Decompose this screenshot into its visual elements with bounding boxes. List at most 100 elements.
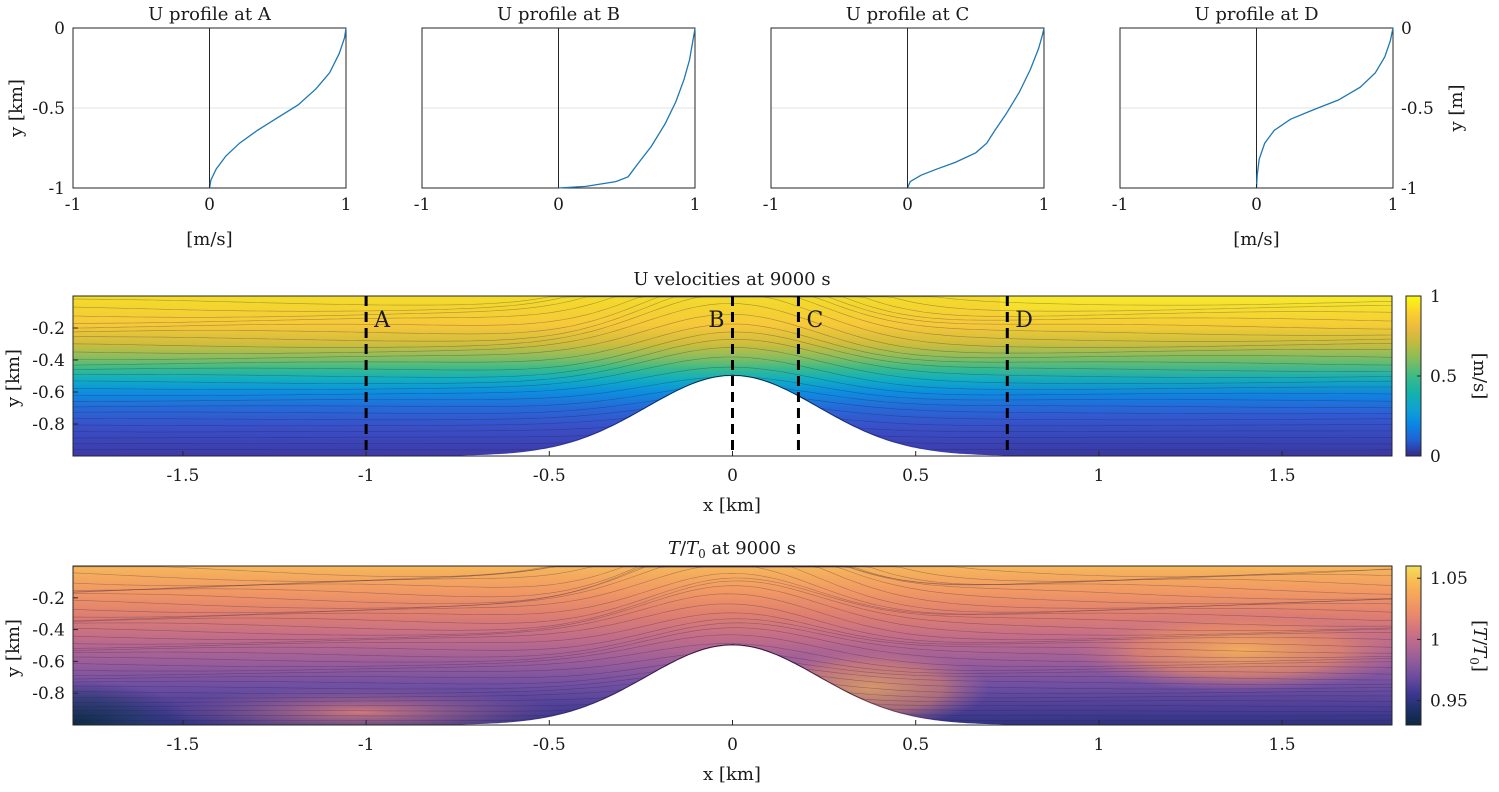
y-tick-label: -1 bbox=[48, 179, 65, 199]
contour-line bbox=[73, 644, 1392, 690]
y-tick-label: -0.2 bbox=[32, 589, 65, 609]
contour-line bbox=[73, 627, 1392, 663]
profile-xlabel: [m/s] bbox=[186, 229, 232, 250]
contour-line bbox=[73, 566, 1392, 618]
colorbar-tick-label: 0.95 bbox=[1430, 692, 1468, 712]
profile-xlabel: [m/s] bbox=[1233, 229, 1279, 250]
contour-line bbox=[73, 577, 1392, 627]
x-tick-label: -1.5 bbox=[167, 735, 200, 755]
contour-line bbox=[73, 338, 1392, 378]
contour-line bbox=[73, 612, 1392, 649]
contour-line bbox=[73, 643, 1392, 672]
colorbar-tick-label: 1 bbox=[1430, 287, 1441, 307]
y-tick-label: -0.8 bbox=[32, 684, 65, 704]
x-tick-label: 1 bbox=[341, 195, 352, 215]
contour-line bbox=[73, 644, 1392, 685]
contour-line bbox=[73, 644, 1392, 676]
section-marker-label: A bbox=[373, 308, 391, 333]
contour-line bbox=[73, 566, 1392, 591]
u-field-axes: -1.5 -1 -0.5 0 0.5 1 1.5 -0.2 -0.4 -0.6 -0.8 bbox=[32, 319, 1295, 486]
u-colorbar-label: [m/s] bbox=[1469, 353, 1490, 399]
profile-line bbox=[208, 27, 347, 189]
x-tick-label: 0.5 bbox=[902, 466, 929, 486]
x-tick-label: -1 bbox=[358, 466, 375, 486]
contour-line bbox=[73, 618, 1392, 654]
contour-line bbox=[73, 374, 1392, 415]
profile-title: U profile at D bbox=[1194, 4, 1318, 25]
x-tick-label: -1.5 bbox=[167, 466, 200, 486]
x-tick-label: -0.5 bbox=[533, 466, 566, 486]
u-field-ylabel: y [km] bbox=[3, 349, 24, 408]
x-tick-label: 0 bbox=[1251, 195, 1262, 215]
y-tick-label: -0.6 bbox=[32, 383, 65, 403]
contour-line bbox=[73, 622, 1392, 658]
x-tick-label: 0 bbox=[902, 195, 913, 215]
x-tick-label: -0.5 bbox=[533, 735, 566, 755]
colorbar-tick-label: 1 bbox=[1430, 630, 1441, 650]
contour-line bbox=[73, 374, 1392, 427]
colorbar-tick-label: 0.5 bbox=[1430, 367, 1457, 387]
t-field-axes: -1.5 -1 -0.5 0 0.5 1 1.5 -0.2 -0.4 -0.6 -0.8 bbox=[32, 589, 1295, 755]
x-tick-label: 0 bbox=[727, 466, 738, 486]
x-tick-label: 1.5 bbox=[1269, 466, 1296, 486]
contour-line bbox=[73, 566, 1392, 578]
y-tick-label: -0.8 bbox=[32, 415, 65, 435]
section-marker-label: B bbox=[708, 308, 724, 333]
contour-line bbox=[73, 644, 1392, 681]
profile-ylabel: y [m] bbox=[1446, 84, 1467, 132]
y-tick-label: -0.5 bbox=[1401, 99, 1434, 119]
x-tick-label: -1 bbox=[763, 195, 780, 215]
colorbar-tick-label: 0 bbox=[1430, 447, 1441, 467]
contour-line bbox=[73, 374, 1392, 451]
x-tick-label: 0.5 bbox=[902, 735, 929, 755]
profile-panel-d: U profile at D -1 0 1 [m/s] 0 -0.5 -1 y [m] bbox=[1112, 4, 1467, 250]
x-tick-label: 1 bbox=[1039, 195, 1050, 215]
t-field-contours bbox=[73, 566, 1392, 721]
y-tick-label: -0.2 bbox=[32, 319, 65, 339]
profile-line bbox=[906, 27, 1045, 189]
t-field-warm-plume bbox=[1070, 608, 1392, 692]
contour-line bbox=[73, 374, 1392, 439]
t-field-cold-corner bbox=[73, 680, 193, 725]
contour-line bbox=[73, 593, 1392, 640]
profile-line bbox=[1255, 27, 1394, 189]
x-tick-label: -1 bbox=[358, 735, 375, 755]
u-field-title: U velocities at 9000 s bbox=[633, 269, 830, 290]
profile-ylabel: y [km] bbox=[6, 79, 27, 138]
contour-line bbox=[73, 566, 1392, 600]
contour-line bbox=[73, 566, 1392, 587]
u-velocity-panel: U velocities at 9000 s A B C D -1.5 -1 -0.5 0 0… bbox=[3, 269, 1490, 516]
t-colorbar-ticks: 1.05 1 0.95 bbox=[1417, 569, 1468, 712]
contour-line bbox=[73, 374, 1392, 421]
contour-line bbox=[73, 572, 1392, 621]
profile-panel-a: U profile at A -1 0 1 [m/s] 0 -0.5 -1 y [km] bbox=[6, 4, 351, 250]
contour-line bbox=[73, 566, 1392, 614]
x-tick-label: -1 bbox=[414, 195, 431, 215]
profile-panel-c: U profile at C -1 0 1 bbox=[763, 4, 1050, 215]
contour-line bbox=[73, 585, 1392, 636]
contour-line bbox=[73, 644, 1392, 717]
y-tick-label: -0.4 bbox=[32, 621, 65, 641]
x-tick-label: 0 bbox=[553, 195, 564, 215]
x-tick-label: -1 bbox=[65, 195, 82, 215]
contour-line bbox=[73, 580, 1392, 631]
profile-title: U profile at A bbox=[148, 4, 272, 25]
x-tick-label: 1 bbox=[1388, 195, 1399, 215]
contour-line bbox=[73, 323, 1392, 366]
contour-line bbox=[73, 374, 1392, 445]
contour-line bbox=[73, 644, 1392, 721]
contour-line bbox=[73, 356, 1392, 390]
u-field-xlabel: x [km] bbox=[703, 495, 761, 516]
contour-line bbox=[73, 566, 1392, 609]
section-marker-label: C bbox=[806, 308, 823, 333]
contour-line bbox=[73, 603, 1392, 645]
u-colorbar-ticks: 10.50 bbox=[1417, 287, 1457, 467]
contour-line bbox=[73, 566, 1392, 605]
x-tick-label: 1 bbox=[1093, 735, 1104, 755]
u-field-right-region bbox=[1000, 296, 1392, 456]
y-tick-label: -0.5 bbox=[32, 99, 65, 119]
u-field-markers: A B C D bbox=[364, 296, 1033, 456]
t-field-upstream-warm-pool bbox=[160, 686, 560, 725]
x-tick-label: 0 bbox=[204, 195, 215, 215]
